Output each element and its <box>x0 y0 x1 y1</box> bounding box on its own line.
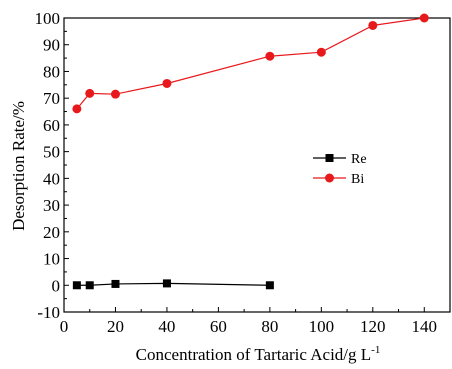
x-axis-title-main: Concentration of Tartaric Acid/g <box>136 345 357 364</box>
y-tick-label: 80 <box>43 62 60 81</box>
y-tick-label: 100 <box>35 9 61 28</box>
data-point-bi <box>368 20 378 30</box>
x-tick-label: 20 <box>107 317 124 336</box>
x-tick-label: 100 <box>309 317 335 336</box>
y-tick-label: 30 <box>43 196 60 215</box>
y-tick-label: 70 <box>43 89 60 108</box>
y-tick-label: 60 <box>43 116 60 135</box>
x-axis-title: Concentration of Tartaric Acid/g L-1 <box>136 344 381 364</box>
series-line-re <box>76 282 270 286</box>
x-axis-title-exponent: -1 <box>371 344 380 356</box>
x-tick-label: 60 <box>210 317 227 336</box>
data-point-re <box>85 281 94 290</box>
y-tick-label: 10 <box>43 250 60 269</box>
series <box>72 13 429 290</box>
legend: Re Bi <box>313 152 367 187</box>
data-point-re <box>111 279 120 288</box>
x-axis-title-unit: L <box>361 345 371 364</box>
x-tick-label: 80 <box>261 317 278 336</box>
x-tick-label: 120 <box>360 317 386 336</box>
y-tick-label: 0 <box>52 276 61 295</box>
series-line-bi <box>76 17 425 110</box>
data-point-bi <box>419 13 429 23</box>
x-tick-label: 0 <box>60 317 69 336</box>
x-tick-label: 140 <box>412 317 438 336</box>
data-point-bi <box>85 88 95 98</box>
x-tick-label: 40 <box>158 317 175 336</box>
data-point-bi <box>72 104 82 114</box>
data-point-bi <box>110 89 120 99</box>
data-point-re <box>162 279 171 288</box>
y-tick-label: 50 <box>43 143 60 162</box>
data-point-re <box>265 281 274 290</box>
y-tick-label: 20 <box>43 223 60 242</box>
data-point-bi <box>316 47 326 57</box>
data-point-bi <box>162 78 172 88</box>
axes <box>63 17 451 313</box>
y-axis-title: Desorption Rate/% <box>9 101 28 231</box>
y-tick-label: 90 <box>43 36 60 55</box>
legend-label-re: Re <box>351 152 367 167</box>
legend-label-bi: Bi <box>351 172 364 187</box>
data-point-re <box>72 281 81 290</box>
legend-marker-re <box>325 154 334 162</box>
y-tick-label: -10 <box>37 303 60 322</box>
y-tick-label: 40 <box>43 169 60 188</box>
ticks: 0 20 40 60 80 100 120 140-100102030405060708090… <box>35 9 438 336</box>
data-point-bi <box>265 51 275 61</box>
plot-frame <box>63 17 451 313</box>
legend-marker-bi <box>325 173 334 183</box>
